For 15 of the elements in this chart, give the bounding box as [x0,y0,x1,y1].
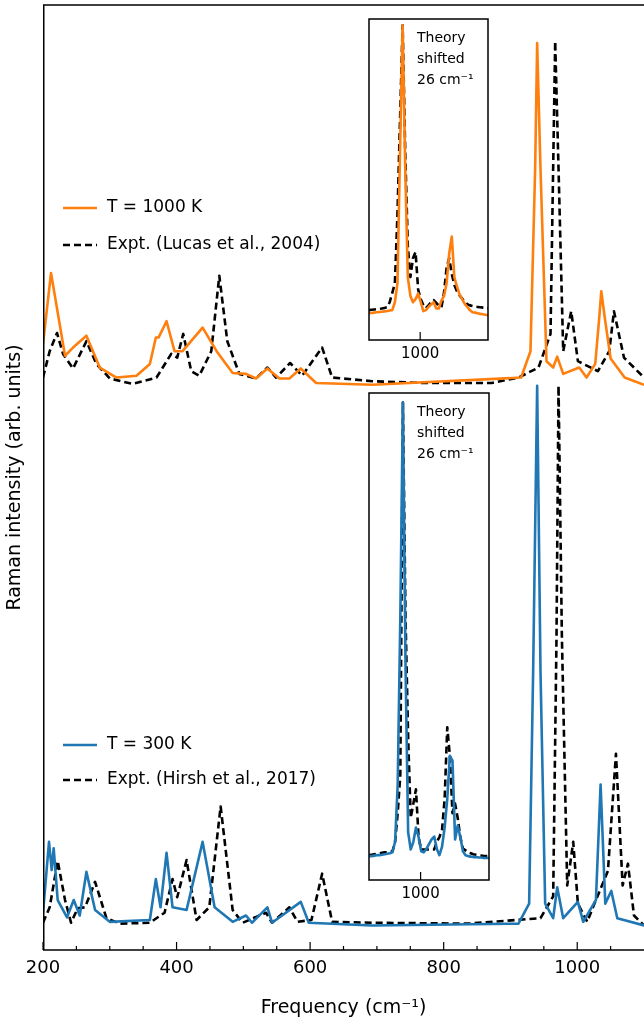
annotation: Theory shifted 26 cm⁻¹ [416,28,474,87]
annotation: 1000 [401,884,440,903]
x-tick-label: 600 [292,956,328,978]
legend-label: Expt. (Hirsh et al., 2017) [107,768,317,789]
legend-label: T = 1000 K [106,196,204,217]
legend-label: Expt. (Lucas et al., 2004) [107,233,321,254]
x-tick-label: 1000 [554,956,601,978]
legend-label: T = 300 K [106,733,193,754]
x-axis-title: Frequency (cm⁻¹) [260,994,427,1017]
annotation: Theory shifted 26 cm⁻¹ [416,402,474,461]
y-axis-title: Raman intensity (arb. units) [2,344,25,611]
annotation: 1000 [401,344,440,363]
x-tick-label: 800 [426,956,461,978]
x-tick-label: 200 [25,956,61,978]
x-tick-label: 400 [159,956,194,978]
